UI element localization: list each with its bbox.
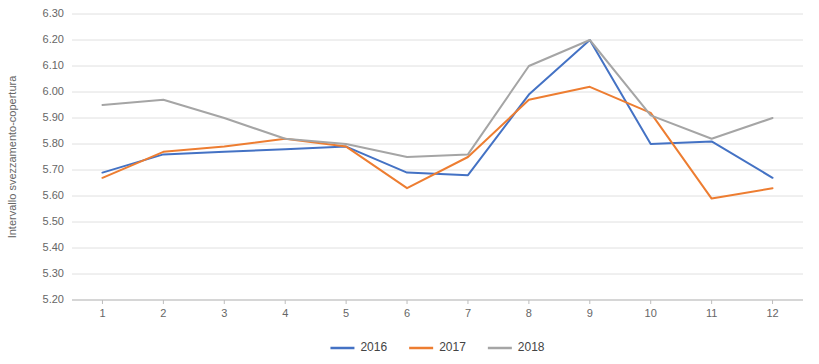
y-tick-label: 5.80 bbox=[43, 137, 64, 149]
x-tick-label: 2 bbox=[160, 307, 166, 319]
y-tick-label: 5.90 bbox=[43, 111, 64, 123]
x-tick bbox=[346, 300, 347, 304]
y-tick-label: 6.20 bbox=[43, 33, 64, 45]
grid bbox=[72, 14, 803, 300]
x-tick-label: 10 bbox=[645, 307, 657, 319]
series-line bbox=[102, 40, 772, 178]
grid-line bbox=[72, 222, 803, 223]
legend-swatch bbox=[330, 347, 354, 350]
x-tick-label: 4 bbox=[282, 307, 288, 319]
x-tick-label: 9 bbox=[587, 307, 593, 319]
x-tick-label: 1 bbox=[99, 307, 105, 319]
grid-line bbox=[72, 196, 803, 197]
legend-item: 2018 bbox=[488, 340, 545, 354]
x-tick bbox=[650, 300, 651, 304]
x-tick bbox=[224, 300, 225, 304]
x-tick-label: 12 bbox=[766, 307, 778, 319]
y-tick-label: 5.50 bbox=[43, 215, 64, 227]
legend-swatch bbox=[409, 347, 433, 350]
y-tick-label: 6.00 bbox=[43, 85, 64, 97]
x-tick bbox=[589, 300, 590, 304]
grid-line bbox=[72, 248, 803, 249]
legend-label: 2016 bbox=[360, 340, 387, 354]
grid-line bbox=[72, 274, 803, 275]
x-tick bbox=[467, 300, 468, 304]
x-tick bbox=[102, 300, 103, 304]
grid-line bbox=[72, 170, 803, 171]
y-tick-label: 6.10 bbox=[43, 59, 64, 71]
legend: 2016 2017 2018 bbox=[330, 340, 544, 354]
x-tick bbox=[407, 300, 408, 304]
x-tick bbox=[528, 300, 529, 304]
x-tick-label: 3 bbox=[221, 307, 227, 319]
y-axis-label: Intervallo svezzamento-copertura bbox=[6, 75, 18, 239]
grid-line bbox=[72, 92, 803, 93]
grid-line bbox=[72, 300, 803, 301]
x-tick-label: 6 bbox=[404, 307, 410, 319]
grid-line bbox=[72, 66, 803, 67]
x-tick-label: 11 bbox=[706, 307, 717, 319]
y-tick-label: 5.60 bbox=[43, 189, 64, 201]
legend-label: 2018 bbox=[518, 340, 545, 354]
chart: 5.20 5.30 5.40 5.50 5.60 5.70 5.80 5.90 6.00 6.10… bbox=[0, 0, 819, 364]
y-tick-label: 6.30 bbox=[43, 7, 64, 19]
x-tick bbox=[285, 300, 286, 304]
x-axis-line bbox=[72, 300, 803, 301]
y-tick-label: 5.30 bbox=[43, 267, 64, 279]
y-tick-label: 5.40 bbox=[43, 241, 64, 253]
legend-item: 2016 bbox=[330, 340, 387, 354]
legend-item: 2017 bbox=[409, 340, 466, 354]
series-line bbox=[102, 87, 772, 199]
y-tick-label: 5.20 bbox=[43, 293, 64, 305]
grid-line bbox=[72, 118, 803, 119]
x-tick bbox=[772, 300, 773, 304]
x-tick bbox=[711, 300, 712, 304]
y-tick-label: 5.70 bbox=[43, 163, 64, 175]
x-tick-label: 8 bbox=[526, 307, 532, 319]
x-tick-label: 5 bbox=[343, 307, 349, 319]
x-tick bbox=[163, 300, 164, 304]
legend-swatch bbox=[488, 347, 512, 350]
grid-line bbox=[72, 40, 803, 41]
legend-label: 2017 bbox=[439, 340, 466, 354]
series-line bbox=[102, 40, 772, 157]
x-tick-label: 7 bbox=[465, 307, 471, 319]
grid-line bbox=[72, 14, 803, 15]
grid-line bbox=[72, 144, 803, 145]
lines bbox=[102, 40, 772, 199]
